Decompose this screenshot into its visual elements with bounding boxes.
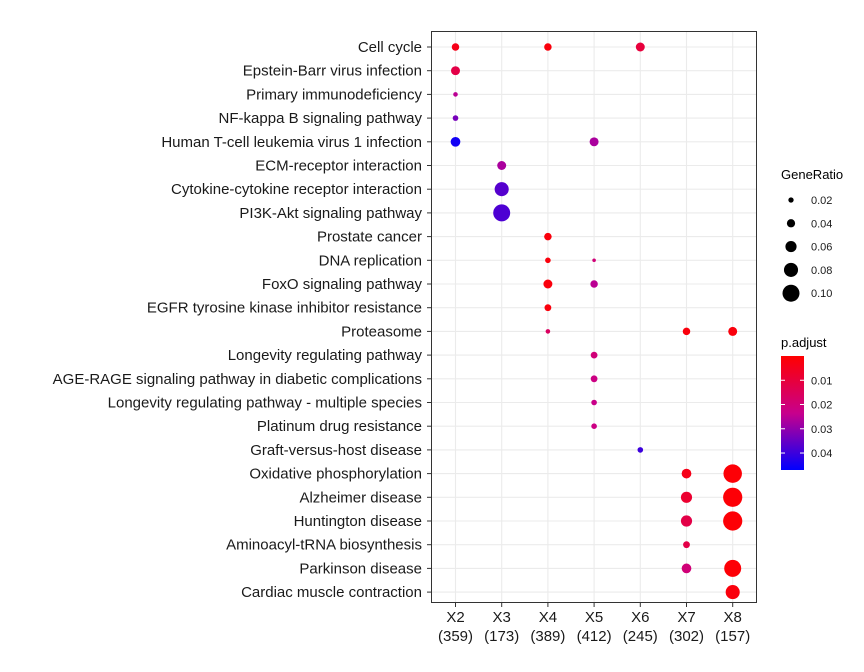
data-point [682, 327, 691, 336]
data-point [683, 541, 690, 549]
y-tick-label: AGE-RAGE signaling pathway in diabetic c… [53, 371, 422, 388]
x-tick-label: X2 [446, 609, 464, 626]
size-legend-label: 0.06 [811, 242, 832, 254]
data-point [451, 43, 460, 51]
colorbar-label: 0.04 [811, 448, 832, 460]
y-tick-label: Graft-versus-host disease [250, 442, 422, 459]
data-point [725, 585, 740, 600]
grid-lines [432, 32, 756, 602]
padjust-legend: p.adjust 0.01 0.02 0.03 0.04 [781, 335, 832, 470]
data-point [591, 423, 597, 430]
data-point [497, 161, 507, 170]
data-point [589, 137, 599, 147]
y-tick-label: Longevity regulating pathway [228, 347, 423, 364]
data-point [723, 487, 743, 507]
x-tick-label: X3 [493, 609, 511, 626]
x-tick-count: (245) [623, 628, 658, 645]
data-point [728, 326, 738, 336]
padjust-legend-title: p.adjust [781, 335, 827, 350]
size-legend-label: 0.08 [811, 265, 832, 277]
x-tick-count: (359) [438, 628, 473, 645]
y-tick-label: ECM-receptor interaction [255, 158, 422, 175]
y-tick-label: Oxidative phosphorylation [249, 466, 422, 483]
data-point [637, 447, 644, 453]
y-tick-label: Prostate cancer [317, 229, 422, 246]
y-tick-label: PI3K-Akt signaling pathway [239, 205, 422, 222]
size-legend-label: 0.04 [811, 218, 832, 230]
x-tick-label: X6 [631, 609, 649, 626]
x-tick-count: (173) [484, 628, 519, 645]
x-tick-count: (302) [669, 628, 704, 645]
data-point [544, 232, 552, 241]
y-tick-label: Alzheimer disease [299, 489, 422, 506]
data-point [453, 92, 458, 97]
y-tick-label: Cardiac muscle contraction [241, 584, 422, 601]
data-point [451, 66, 460, 76]
size-legend-key [785, 241, 797, 253]
size-legend-label: 0.10 [811, 288, 832, 300]
y-tick-label: Human T-cell leukemia virus 1 infection [161, 134, 422, 151]
data-point [543, 279, 553, 289]
x-tick-label: X4 [539, 609, 557, 626]
data-point [544, 43, 552, 51]
data-point [635, 42, 645, 52]
x-tick-count: (157) [715, 628, 750, 645]
colorbar-label: 0.03 [811, 424, 832, 436]
size-legend-label: 0.02 [811, 195, 832, 207]
data-point [590, 351, 598, 359]
y-tick-label: Cytokine-cytokine receptor interaction [171, 181, 422, 198]
size-legend-key [783, 262, 799, 277]
generatio-legend: GeneRatio 0.02 0.04 0.06 0.08 0.10 [781, 167, 843, 302]
data-point [493, 204, 511, 222]
data-point [545, 257, 551, 264]
x-tick-label: X7 [677, 609, 695, 626]
size-legend-key [788, 197, 794, 203]
y-tick-label: Cell cycle [358, 39, 422, 56]
y-tick-label: FoxO signaling pathway [262, 276, 423, 293]
data-point [723, 511, 743, 531]
size-legend-key [782, 284, 800, 302]
data-point [494, 182, 509, 197]
colorbar-label: 0.02 [811, 400, 832, 412]
y-tick-label: Epstein-Barr virus infection [243, 63, 422, 80]
y-axis-labels: Cell cycle Epstein-Barr virus infection Pr… [53, 39, 431, 601]
y-tick-label: EGFR tyrosine kinase inhibitor resistanc… [147, 300, 422, 317]
y-tick-label: Huntington disease [294, 513, 422, 530]
y-tick-label: NF-kappa B signaling pathway [219, 110, 423, 127]
data-point [450, 136, 461, 147]
generatio-legend-title: GeneRatio [781, 167, 843, 182]
data-point [452, 115, 459, 121]
data-point [591, 399, 597, 406]
padjust-colorbar [781, 356, 804, 470]
data-points [450, 42, 743, 600]
data-point [590, 280, 598, 288]
size-legend-key [786, 219, 796, 228]
data-point [680, 515, 693, 527]
colorbar-label: 0.01 [811, 375, 832, 387]
data-point [590, 375, 598, 383]
y-tick-label: Proteasome [341, 323, 422, 340]
data-point [681, 468, 692, 479]
data-point [681, 563, 692, 574]
x-axis-labels: X2 (359) X3 (173) X4 (389) X5 (412) X6 (245) X7 (30… [438, 603, 750, 645]
x-tick-label: X8 [724, 609, 742, 626]
data-point [544, 304, 552, 312]
data-point [723, 464, 742, 483]
data-point [545, 329, 551, 334]
y-tick-label: Primary immunodeficiency [246, 86, 422, 103]
data-point [724, 559, 742, 577]
y-tick-label: DNA replication [319, 252, 422, 269]
data-point [680, 491, 693, 503]
y-tick-label: Longevity regulating pathway - multiple … [108, 395, 422, 412]
data-point [592, 258, 596, 263]
x-tick-label: X5 [585, 609, 603, 626]
y-tick-label: Parkinson disease [299, 560, 422, 577]
y-tick-label: Platinum drug resistance [257, 418, 422, 435]
y-tick-label: Aminoacyl-tRNA biosynthesis [226, 537, 422, 554]
x-tick-count: (389) [530, 628, 565, 645]
x-tick-count: (412) [577, 628, 612, 645]
